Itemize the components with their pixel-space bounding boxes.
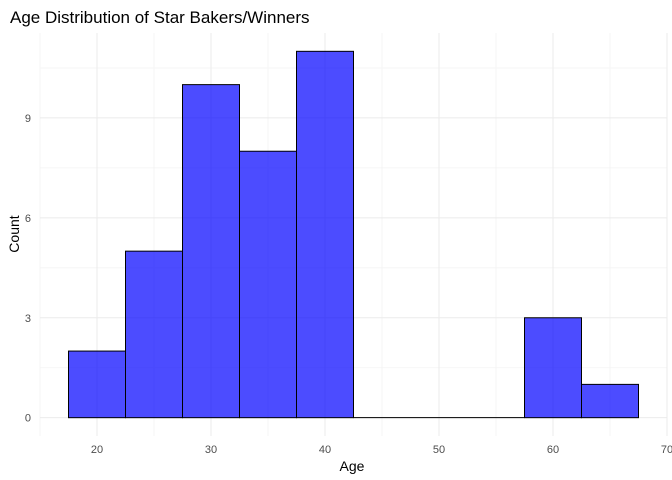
x-tick-label: 50 <box>433 444 445 456</box>
histogram-bar <box>239 150 297 419</box>
x-tick-label: 40 <box>319 444 331 456</box>
histogram-bar <box>524 317 582 419</box>
chart-title: Age Distribution of Star Bakers/Winners <box>10 8 310 27</box>
x-tick-label: 70 <box>661 444 672 456</box>
histogram-bar <box>296 50 354 419</box>
y-axis-title: Count <box>6 215 22 252</box>
y-axis-tick-labels: 0 3 6 9 <box>25 113 31 425</box>
y-tick-label: 6 <box>25 213 31 225</box>
y-tick-label: 3 <box>25 313 31 325</box>
histogram-bars <box>68 50 639 419</box>
x-tick-label: 20 <box>91 444 103 456</box>
histogram-bar <box>581 383 639 419</box>
x-tick-label: 60 <box>547 444 559 456</box>
y-tick-label: 0 <box>25 413 31 425</box>
y-tick-label: 9 <box>25 113 31 125</box>
x-axis-tick-labels: 20 30 40 50 60 70 <box>91 444 672 456</box>
x-axis-title: Age <box>340 458 365 474</box>
histogram-bar <box>68 350 126 419</box>
histogram-bar <box>125 250 183 419</box>
histogram-bar <box>182 84 240 419</box>
x-tick-label: 30 <box>205 444 217 456</box>
